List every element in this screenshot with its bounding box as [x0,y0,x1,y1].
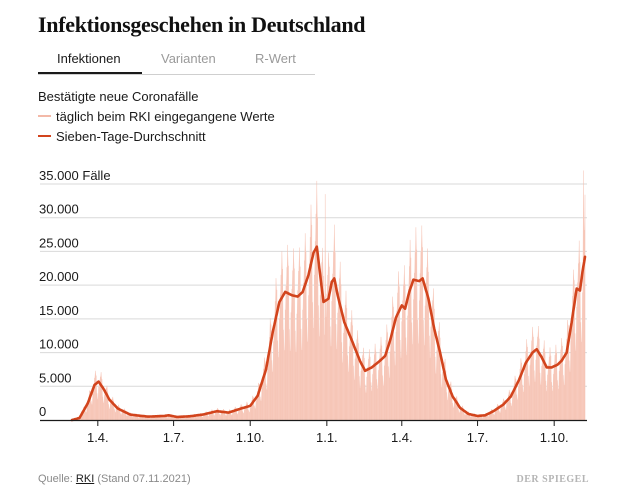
legend-label-average: Sieben-Tage-Durchschnitt [56,129,206,144]
legend-swatch-average [38,134,51,137]
y-tick-label: 10.000 [39,337,79,352]
source-link[interactable]: RKI [75,473,95,485]
daily-bars-layer [72,170,586,420]
legend-item-daily: täglich beim RKI eingegangene Werte [38,109,275,124]
x-tick-label: 1.10. [540,430,569,445]
x-tick-label: 1.4. [87,430,109,445]
axis-layer: 0 5.000 10.000 15.000 20.000 25.000 30.000 35.0… [39,168,587,445]
x-tick-label: 1.10. [236,430,265,445]
page-title: Infektionsgeschehen in Deutschland [38,12,366,37]
y-tick-label: 35.000 Fälle [39,168,111,183]
source-note: Quelle: RKI (Stand 07.11.2021) [38,473,191,485]
seven-day-average-line [70,245,587,422]
tab-r-wert[interactable]: R-Wert [255,51,296,66]
legend-label-daily: täglich beim RKI eingegangene Werte [56,109,275,124]
y-tick-label: 15.000 [39,303,79,318]
x-tick-label: 1.7. [467,430,489,445]
y-tick-label: 25.000 [39,235,79,250]
tab-bar: Infektionen Varianten R-Wert [38,46,315,75]
legend-item-average: Sieben-Tage-Durchschnitt [38,129,206,144]
source-prefix: Quelle: [38,473,76,485]
x-tick-label: 1.1. [316,430,338,445]
legend-swatch-daily [38,114,51,117]
average-line-layer [70,245,587,422]
tab-varianten[interactable]: Varianten [161,51,216,66]
y-tick-label: 0 [39,404,46,419]
y-tick-label: 30.000 [39,202,79,217]
legend-title: Bestätigte neue Coronafälle [38,89,199,104]
source-suffix: (Stand 07.11.2021) [94,473,191,485]
x-tick-label: 1.7. [163,430,185,445]
tab-infektionen[interactable]: Infektionen [57,51,121,66]
brand-logo: DER SPIEGEL [516,474,589,485]
y-tick-label: 5.000 [39,370,72,385]
y-tick-label: 20.000 [39,269,79,284]
x-tick-label: 1.4. [391,430,413,445]
active-tab-indicator [38,72,142,74]
